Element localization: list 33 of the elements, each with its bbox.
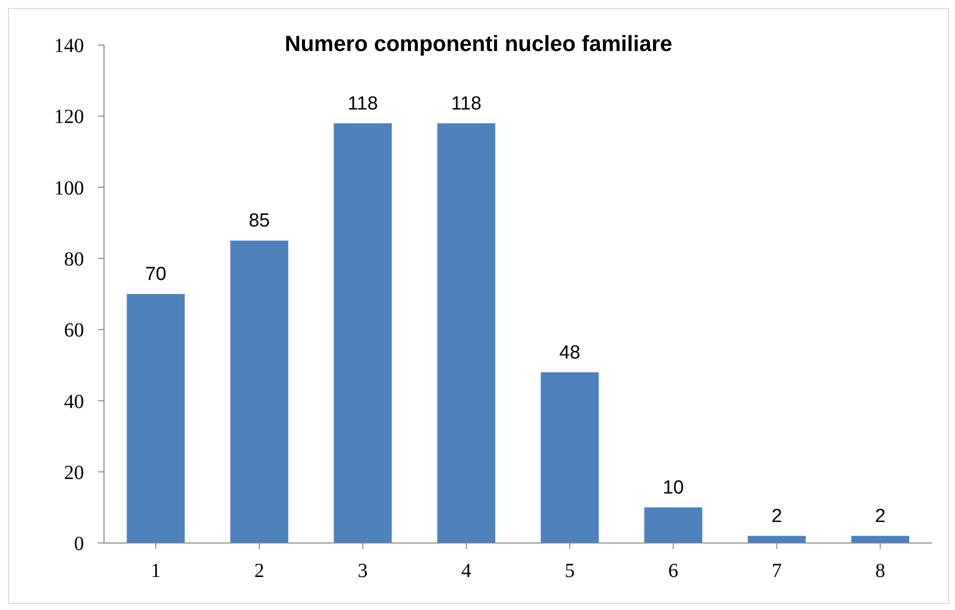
x-tick-label: 7 — [772, 560, 782, 582]
x-tick-label: 1 — [150, 560, 161, 582]
y-tick-label: 100 — [54, 177, 84, 200]
data-label: 2 — [771, 506, 782, 527]
y-tick-label: 0 — [74, 533, 84, 556]
bar — [540, 372, 599, 543]
bar — [126, 294, 185, 543]
x-tick-label: 6 — [668, 560, 678, 582]
bar — [851, 536, 910, 543]
x-tick-label: 4 — [461, 560, 472, 582]
data-label: 10 — [662, 477, 684, 498]
y-tick-label: 40 — [64, 390, 84, 413]
x-tick-label: 2 — [254, 560, 264, 582]
bar — [437, 123, 496, 543]
data-label: 85 — [248, 210, 270, 232]
bar — [748, 536, 806, 543]
y-tick-label: 140 — [54, 35, 84, 58]
x-tick-label: 5 — [564, 560, 575, 582]
y-tick-label: 120 — [54, 106, 84, 128]
y-tick-label: 60 — [64, 320, 84, 342]
y-tick-label: 80 — [64, 248, 84, 271]
x-tick-label: 8 — [875, 560, 886, 582]
y-tick-label: 20 — [64, 462, 84, 484]
x-tick-label: 3 — [358, 560, 368, 582]
chart-title: Numero componenti nucleo familiare — [284, 31, 672, 56]
bar — [644, 507, 702, 543]
data-label: 70 — [145, 264, 166, 285]
data-label: 118 — [451, 93, 482, 114]
data-label: 118 — [348, 93, 378, 114]
data-label: 2 — [874, 506, 886, 527]
bar — [230, 240, 288, 543]
data-label: 48 — [559, 342, 580, 364]
bar — [334, 123, 392, 543]
